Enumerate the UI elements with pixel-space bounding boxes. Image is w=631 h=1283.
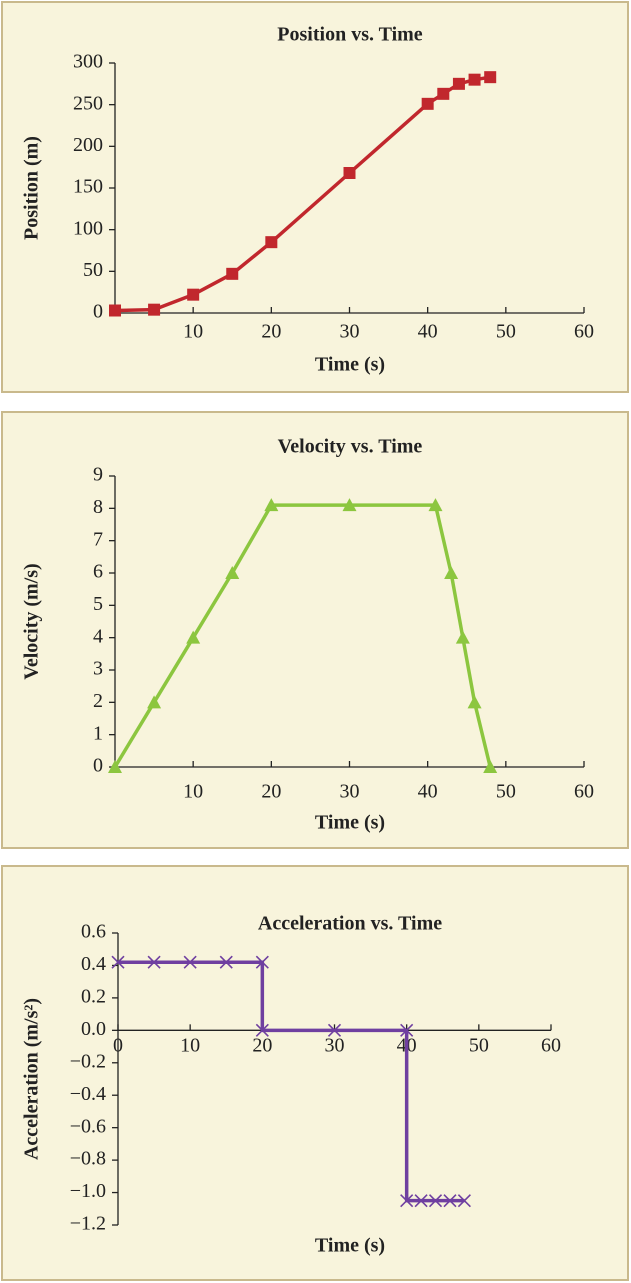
chart-title: Velocity vs. Time [278, 436, 423, 458]
x-tick-label: 50 [469, 1035, 489, 1057]
y-tick-label: 6 [93, 561, 103, 583]
marker [265, 236, 278, 249]
y-axis-label: Position (m) [21, 136, 43, 240]
x-tick-label: 20 [261, 781, 281, 803]
marker [342, 498, 357, 512]
x-tick-label: 10 [180, 1035, 200, 1057]
x-axis-label: Time (s) [315, 1235, 385, 1257]
y-tick-label: 200 [73, 134, 103, 156]
y-tick-label: 0.6 [81, 921, 106, 943]
panel [1, 411, 629, 849]
y-tick-label: −1.0 [70, 1180, 106, 1202]
y-tick-label: 0.4 [81, 953, 106, 975]
marker [468, 73, 481, 86]
x-tick-label: 30 [340, 321, 360, 343]
x-tick-label: 10 [183, 781, 203, 803]
marker [343, 167, 356, 179]
chart-title: Position vs. Time [277, 24, 423, 46]
y-tick-label: −0.2 [70, 1050, 106, 1072]
marker [187, 288, 200, 301]
marker [483, 760, 498, 773]
x-tick-label: 60 [541, 1035, 561, 1057]
marker [226, 267, 239, 280]
marker [225, 566, 240, 579]
y-tick-label: 0 [93, 755, 103, 777]
marker [428, 498, 443, 512]
marker [484, 71, 497, 84]
x-axis-label: Time (s) [315, 812, 385, 834]
marker [414, 1194, 428, 1208]
x-tick-label: 40 [418, 781, 438, 803]
y-tick-label: 9 [93, 464, 103, 486]
y-axis-label: Velocity (m/s) [21, 563, 43, 679]
marker [109, 304, 121, 317]
y-tick-label: 1 [93, 722, 103, 744]
x-tick-label: 0 [113, 1035, 123, 1057]
y-tick-label: 0 [93, 301, 103, 323]
x-tick-label: 30 [325, 1035, 345, 1057]
y-tick-label: 8 [93, 496, 103, 518]
y-tick-label: 0.2 [81, 985, 106, 1007]
y-tick-label: 2 [93, 690, 103, 712]
marker [111, 955, 125, 969]
marker [452, 77, 465, 90]
marker [455, 630, 470, 644]
marker [255, 1023, 269, 1037]
chart-title: Acceleration vs. Time [258, 913, 442, 935]
y-tick-label: 5 [93, 593, 103, 615]
marker [457, 1194, 471, 1208]
y-tick-label: 150 [73, 176, 103, 198]
y-tick-label: 7 [93, 528, 103, 550]
y-tick-label: 3 [93, 658, 103, 680]
y-tick-label: −0.8 [70, 1148, 106, 1170]
y-tick-label: 0.0 [81, 1018, 106, 1040]
x-tick-label: 20 [252, 1035, 272, 1057]
panel [1, 865, 629, 1281]
panel [1, 1, 629, 393]
marker [183, 955, 197, 969]
marker [327, 1023, 342, 1037]
y-tick-label: 300 [73, 51, 103, 73]
marker [400, 1194, 414, 1208]
y-tick-label: 50 [83, 259, 103, 281]
y-tick-label: −0.6 [70, 1115, 106, 1137]
marker [255, 955, 269, 969]
marker [400, 1023, 414, 1037]
marker [148, 303, 161, 316]
x-tick-label: 60 [574, 781, 594, 803]
marker [467, 695, 482, 709]
y-tick-label: −1.2 [70, 1213, 106, 1235]
y-tick-label: 100 [73, 217, 103, 239]
y-tick-label: 4 [93, 625, 103, 647]
marker [147, 695, 162, 709]
y-tick-label: −0.4 [70, 1083, 106, 1105]
marker [443, 1194, 457, 1208]
x-tick-label: 10 [183, 321, 203, 343]
marker [421, 97, 434, 110]
marker [219, 955, 233, 969]
x-tick-label: 40 [418, 321, 438, 343]
x-tick-label: 20 [261, 321, 281, 343]
x-tick-label: 50 [496, 321, 516, 343]
marker [428, 1194, 443, 1208]
y-axis-label: Acceleration (m/s²) [21, 998, 43, 1160]
marker [437, 87, 450, 100]
marker [444, 566, 459, 579]
x-axis-label: Time (s) [315, 354, 385, 376]
x-tick-label: 30 [340, 781, 360, 803]
marker [186, 630, 201, 644]
y-tick-label: 250 [73, 92, 103, 114]
x-tick-label: 60 [574, 321, 594, 343]
marker [147, 955, 161, 969]
marker [108, 760, 122, 773]
marker [264, 498, 279, 512]
x-tick-label: 50 [496, 781, 516, 803]
